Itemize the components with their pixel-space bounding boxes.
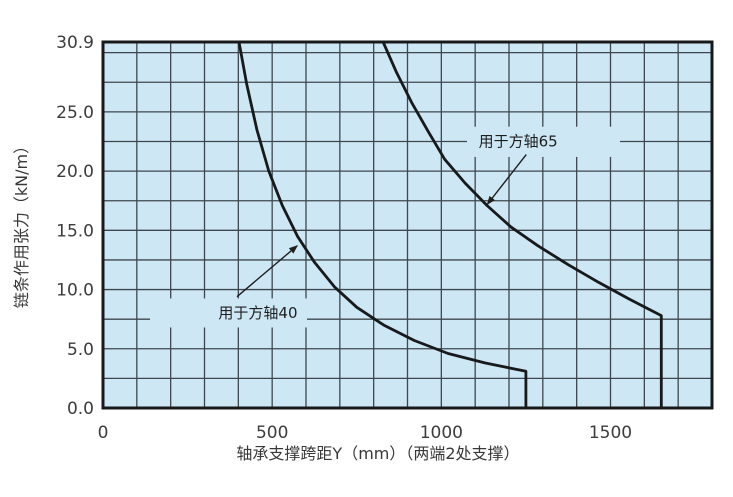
plot-border bbox=[101, 40, 714, 410]
curve-65 bbox=[381, 41, 663, 408]
annotation-65: 用于方轴65 bbox=[467, 126, 620, 206]
y-tick-label: 15.0 bbox=[56, 221, 94, 241]
annotation-label: 用于方轴65 bbox=[479, 132, 558, 150]
x-axis-tick-labels: 0 500 1000 1500 bbox=[98, 423, 633, 443]
curve-40 bbox=[237, 41, 528, 408]
curves bbox=[237, 41, 663, 408]
annotation-40: 用于方轴40 bbox=[150, 245, 308, 328]
y-tick-label: 10.0 bbox=[56, 281, 94, 301]
y-axis-tick-labels: 30.9 25.0 20.0 15.0 10.0 5.0 0.0 bbox=[56, 33, 94, 419]
annotation-arrow bbox=[486, 154, 527, 206]
annotation-label: 用于方轴40 bbox=[218, 304, 297, 322]
x-tick-label: 500 bbox=[256, 423, 288, 443]
x-tick-label: 1500 bbox=[589, 423, 632, 443]
y-tick-label: 30.9 bbox=[56, 33, 94, 53]
y-tick-label: 25.0 bbox=[56, 103, 94, 123]
annotation-box bbox=[150, 298, 308, 328]
x-tick-label: 0 bbox=[98, 423, 109, 443]
y-tick-label: 20.0 bbox=[56, 162, 94, 182]
x-tick-label: 1000 bbox=[420, 423, 463, 443]
y-tick-label: 5.0 bbox=[67, 340, 94, 360]
annotation-box bbox=[467, 126, 620, 157]
annotation-arrow bbox=[236, 245, 298, 298]
annotations: 用于方轴40 用于方轴65 bbox=[150, 126, 620, 328]
x-axis-title: 轴承支撑跨距Y（mm）（两端2处支撑） bbox=[236, 444, 519, 463]
y-tick-label: 0.0 bbox=[67, 399, 94, 419]
y-axis-title: 链条作用张力（kN/m） bbox=[12, 138, 31, 308]
